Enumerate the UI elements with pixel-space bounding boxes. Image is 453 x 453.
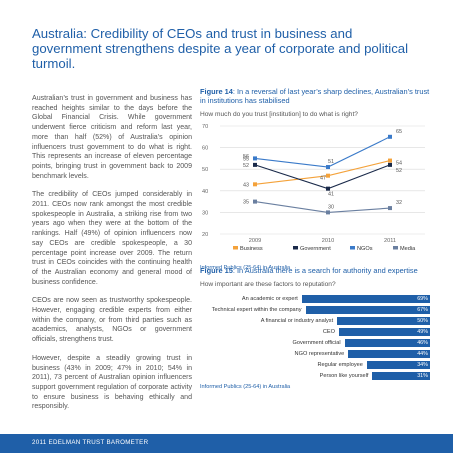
- series-line: [254, 136, 391, 168]
- bar-row: A financial or industry analyst 50%: [200, 316, 432, 326]
- data-point: [326, 210, 330, 215]
- data-point: [388, 206, 392, 211]
- figure-14-caption: : In a reversal of last year’s sharp dec…: [200, 87, 430, 105]
- data-point: [388, 134, 392, 139]
- data-label: 56: [243, 154, 249, 160]
- data-point: [388, 158, 392, 163]
- footer-text: 2011 EDELMAN TRUST BAROMETER: [32, 439, 149, 446]
- data-point: [326, 165, 330, 170]
- bar: 50%: [337, 317, 430, 325]
- data-point: [253, 182, 257, 187]
- body-text: Australian’s trust in government and bus…: [32, 94, 192, 421]
- bar-value-label: 67%: [417, 307, 428, 313]
- bar-chart: An academic or expert 69% Technical expert…: [200, 294, 432, 384]
- figure-14-source: Informed Publics (25-64) in Australia: [200, 265, 291, 271]
- y-tick-label: 60: [202, 146, 208, 152]
- data-point: [326, 173, 330, 178]
- legend-swatch: [393, 246, 398, 250]
- page-title: Australia: Credibility of CEOs and trust…: [32, 26, 409, 71]
- data-label: 32: [396, 200, 402, 206]
- bar-category-label: Technical expert within the company: [211, 307, 302, 313]
- data-label: 55: [243, 156, 249, 162]
- bar-category-label: An academic or expert: [241, 296, 298, 302]
- bar-value-label: 69%: [417, 296, 428, 302]
- data-label: 52: [396, 168, 402, 174]
- y-tick-label: 50: [202, 167, 208, 173]
- data-point: [253, 162, 257, 167]
- figure-14: Figure 14: In a reversal of last year’s …: [200, 87, 432, 271]
- bar-row: An academic or expert 69%: [200, 294, 432, 304]
- bar-category-label: NGO representative: [294, 351, 345, 357]
- bar: 31%: [372, 372, 430, 380]
- figure-15-question: How important are these factors to reput…: [200, 281, 336, 288]
- data-point: [326, 186, 330, 191]
- bar-row: Person like yourself 31%: [200, 371, 432, 381]
- bar-category-label: A financial or industry analyst: [260, 318, 334, 324]
- figure-15-source: Informed Publics (25-64) in Australia: [200, 384, 291, 390]
- legend-swatch: [350, 246, 355, 250]
- data-point: [253, 156, 257, 161]
- bar-category-label: Person like yourself: [319, 373, 369, 379]
- bar-row: NGO representative 44%: [200, 349, 432, 359]
- figure-14-question: How much do you trust [institution] to d…: [200, 111, 358, 118]
- bar-value-label: 34%: [417, 362, 428, 368]
- bar-row: Government official 46%: [200, 338, 432, 348]
- series-line: [254, 201, 391, 213]
- y-tick-label: 70: [202, 124, 208, 130]
- data-label: 52: [243, 163, 249, 169]
- bar-category-label: CEO: [322, 329, 335, 335]
- legend-label: Business: [240, 246, 263, 252]
- paragraph-4: However, despite a steadily growing trus…: [32, 354, 192, 411]
- data-point: [253, 199, 257, 204]
- paragraph-2: The credibility of CEOs jumped considera…: [32, 191, 192, 286]
- data-label: 30: [328, 204, 334, 210]
- figure-15-title: Figure 15: In Australia there is a searc…: [200, 266, 432, 275]
- data-label: 54: [396, 161, 402, 167]
- figure-15: Figure 15: In Australia there is a searc…: [200, 266, 432, 390]
- bar-value-label: 46%: [417, 340, 428, 346]
- x-tick-label: 2010: [322, 238, 334, 244]
- bar: 46%: [344, 339, 430, 347]
- x-tick-label: 2009: [249, 238, 261, 244]
- paragraph-3: CEOs are now seen as trustworthy spokesp…: [32, 297, 192, 344]
- bar-row: Regular employee 34%: [200, 360, 432, 370]
- data-label: 35: [243, 200, 249, 206]
- figure-15-label: Figure 15: [200, 266, 233, 275]
- bar: 49%: [339, 328, 430, 336]
- legend-label: Media: [400, 246, 416, 252]
- bar-value-label: 31%: [417, 373, 428, 379]
- data-label: 47: [320, 176, 326, 182]
- bar: 69%: [301, 295, 430, 303]
- legend-label: Government: [300, 246, 331, 252]
- bar-row: CEO 49%: [200, 327, 432, 337]
- bar-category-label: Government official: [292, 340, 341, 346]
- figure-14-label: Figure 14: [200, 87, 233, 96]
- bar: 67%: [305, 306, 430, 314]
- y-tick-label: 40: [202, 189, 208, 195]
- bar-value-label: 50%: [417, 318, 428, 324]
- y-tick-label: 20: [202, 232, 208, 238]
- figure-14-title: Figure 14: In a reversal of last year’s …: [200, 87, 432, 105]
- legend-label: NGOs: [357, 246, 373, 252]
- legend-swatch: [233, 246, 238, 250]
- bar-value-label: 44%: [417, 351, 428, 357]
- data-point: [388, 162, 392, 167]
- data-label: 51: [328, 159, 334, 165]
- bar-category-label: Regular employee: [317, 362, 363, 368]
- bar: 44%: [348, 350, 430, 358]
- footer-bar: 2011 EDELMAN TRUST BAROMETER: [0, 434, 453, 453]
- data-label: 41: [328, 192, 334, 198]
- x-tick-label: 2011: [384, 238, 396, 244]
- paragraph-1: Australian’s trust in government and bus…: [32, 95, 192, 180]
- bar-value-label: 49%: [417, 329, 428, 335]
- figure-15-caption: : In Australia there is a search for aut…: [232, 266, 418, 275]
- data-label: 65: [396, 129, 402, 135]
- data-label: 43: [243, 182, 249, 188]
- bar-row: Technical expert within the company 67%: [200, 305, 432, 315]
- y-tick-label: 30: [202, 210, 208, 216]
- legend-swatch: [293, 246, 298, 250]
- bar: 34%: [366, 361, 430, 369]
